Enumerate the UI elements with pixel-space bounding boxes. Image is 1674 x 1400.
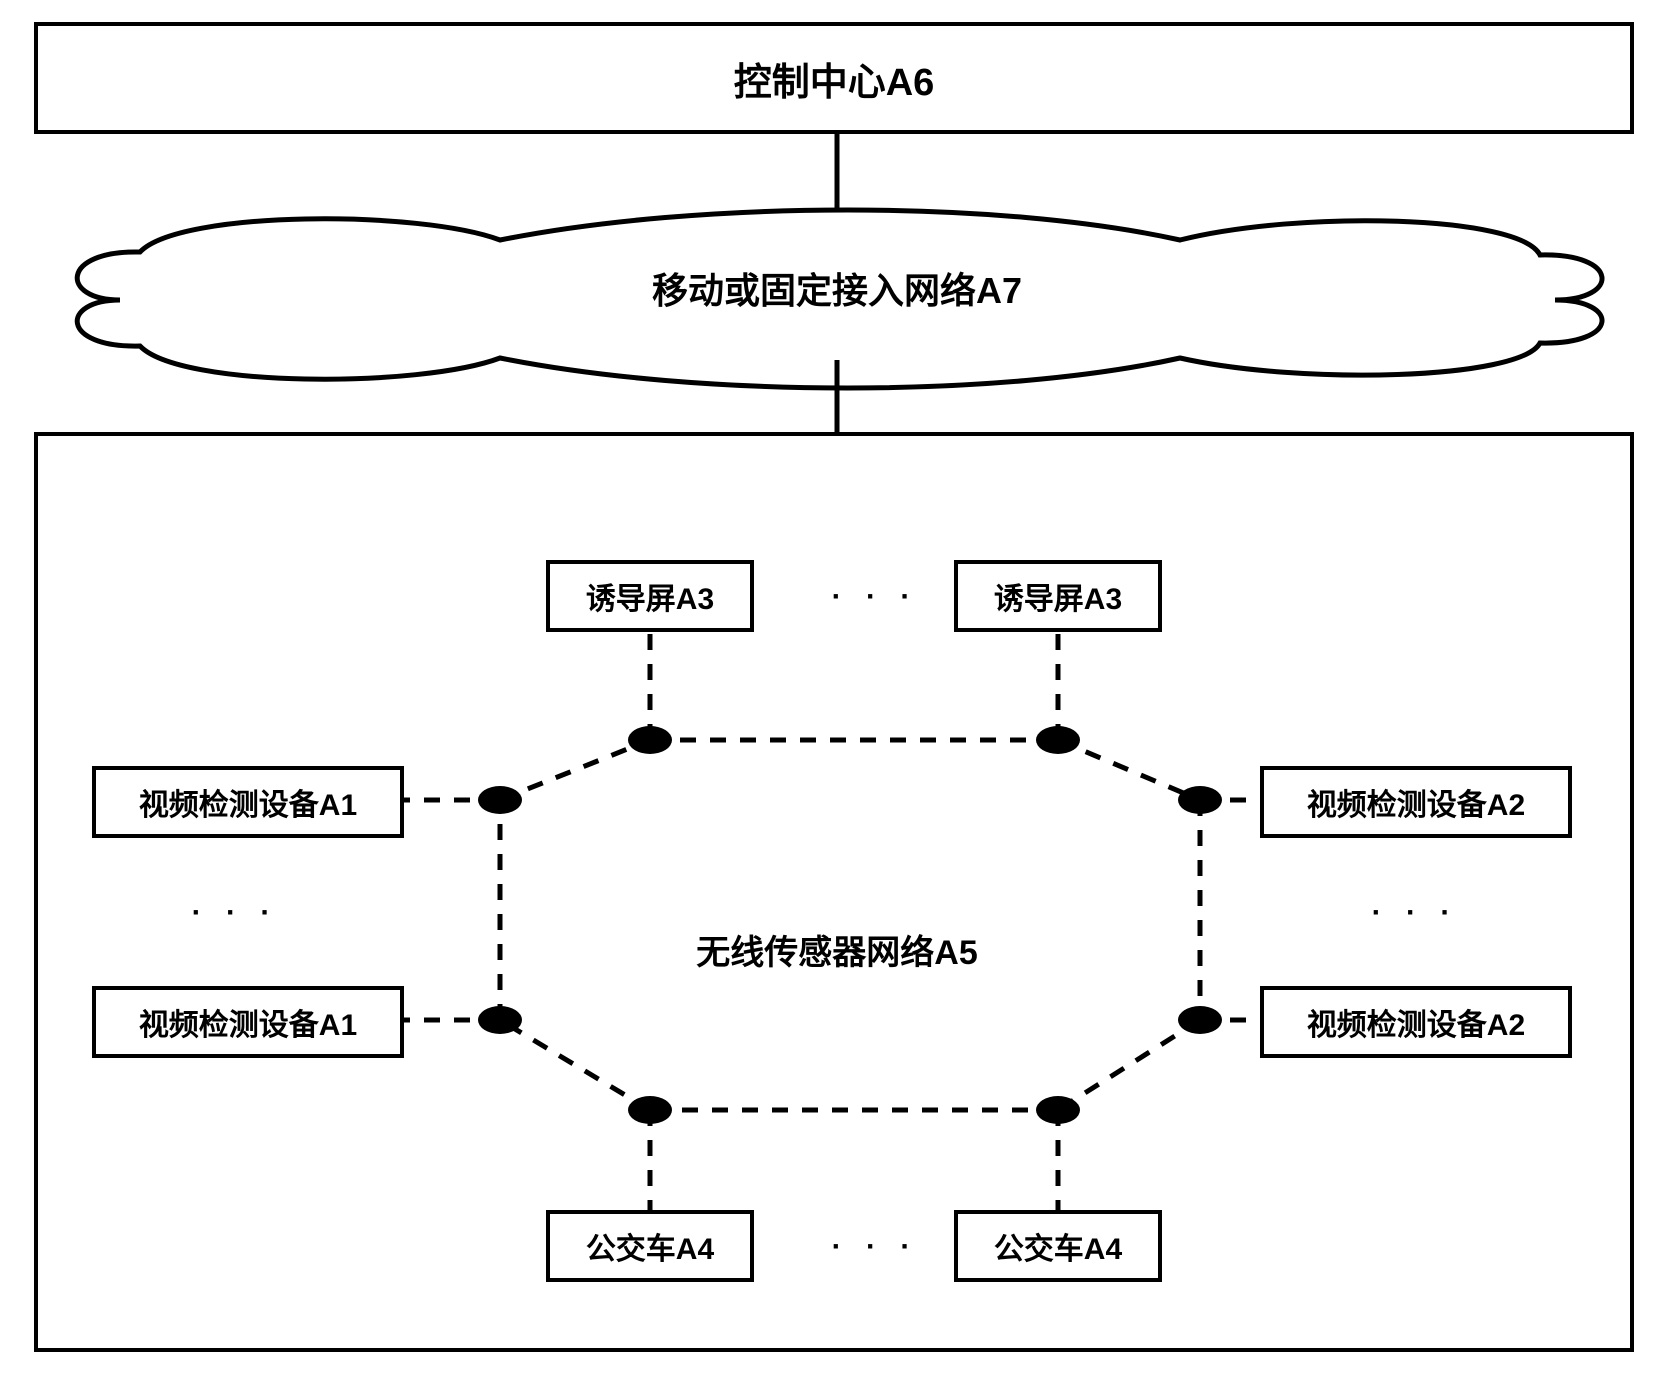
diagram-canvas: 控制中心A6 移动或固定接入网络A7 (0, 0, 1674, 1400)
ring-svg (0, 0, 1674, 1400)
video-detect-a2-top: 视频检测设备A2 (1260, 766, 1572, 838)
bus-box-b: 公交车A4 (954, 1210, 1162, 1282)
bus-box-a: 公交车A4 (546, 1210, 754, 1282)
wireless-sensor-network-label: 无线传感器网络A5 (0, 925, 1674, 974)
video-detect-a1-bot: 视频检测设备A1 (92, 986, 404, 1058)
guide-screen-box-a: 诱导屏A3 (546, 560, 754, 632)
ellipsis-bot: · · · (800, 1230, 950, 1264)
guide-screen-box-b: 诱导屏A3 (954, 560, 1162, 632)
video-detect-a1-top: 视频检测设备A1 (92, 766, 404, 838)
video-detect-a2-bot: 视频检测设备A2 (1260, 986, 1572, 1058)
ellipsis-top: · · · (800, 580, 950, 614)
ellipsis-right: · · · (1340, 896, 1490, 930)
ellipsis-left: · · · (160, 896, 310, 930)
